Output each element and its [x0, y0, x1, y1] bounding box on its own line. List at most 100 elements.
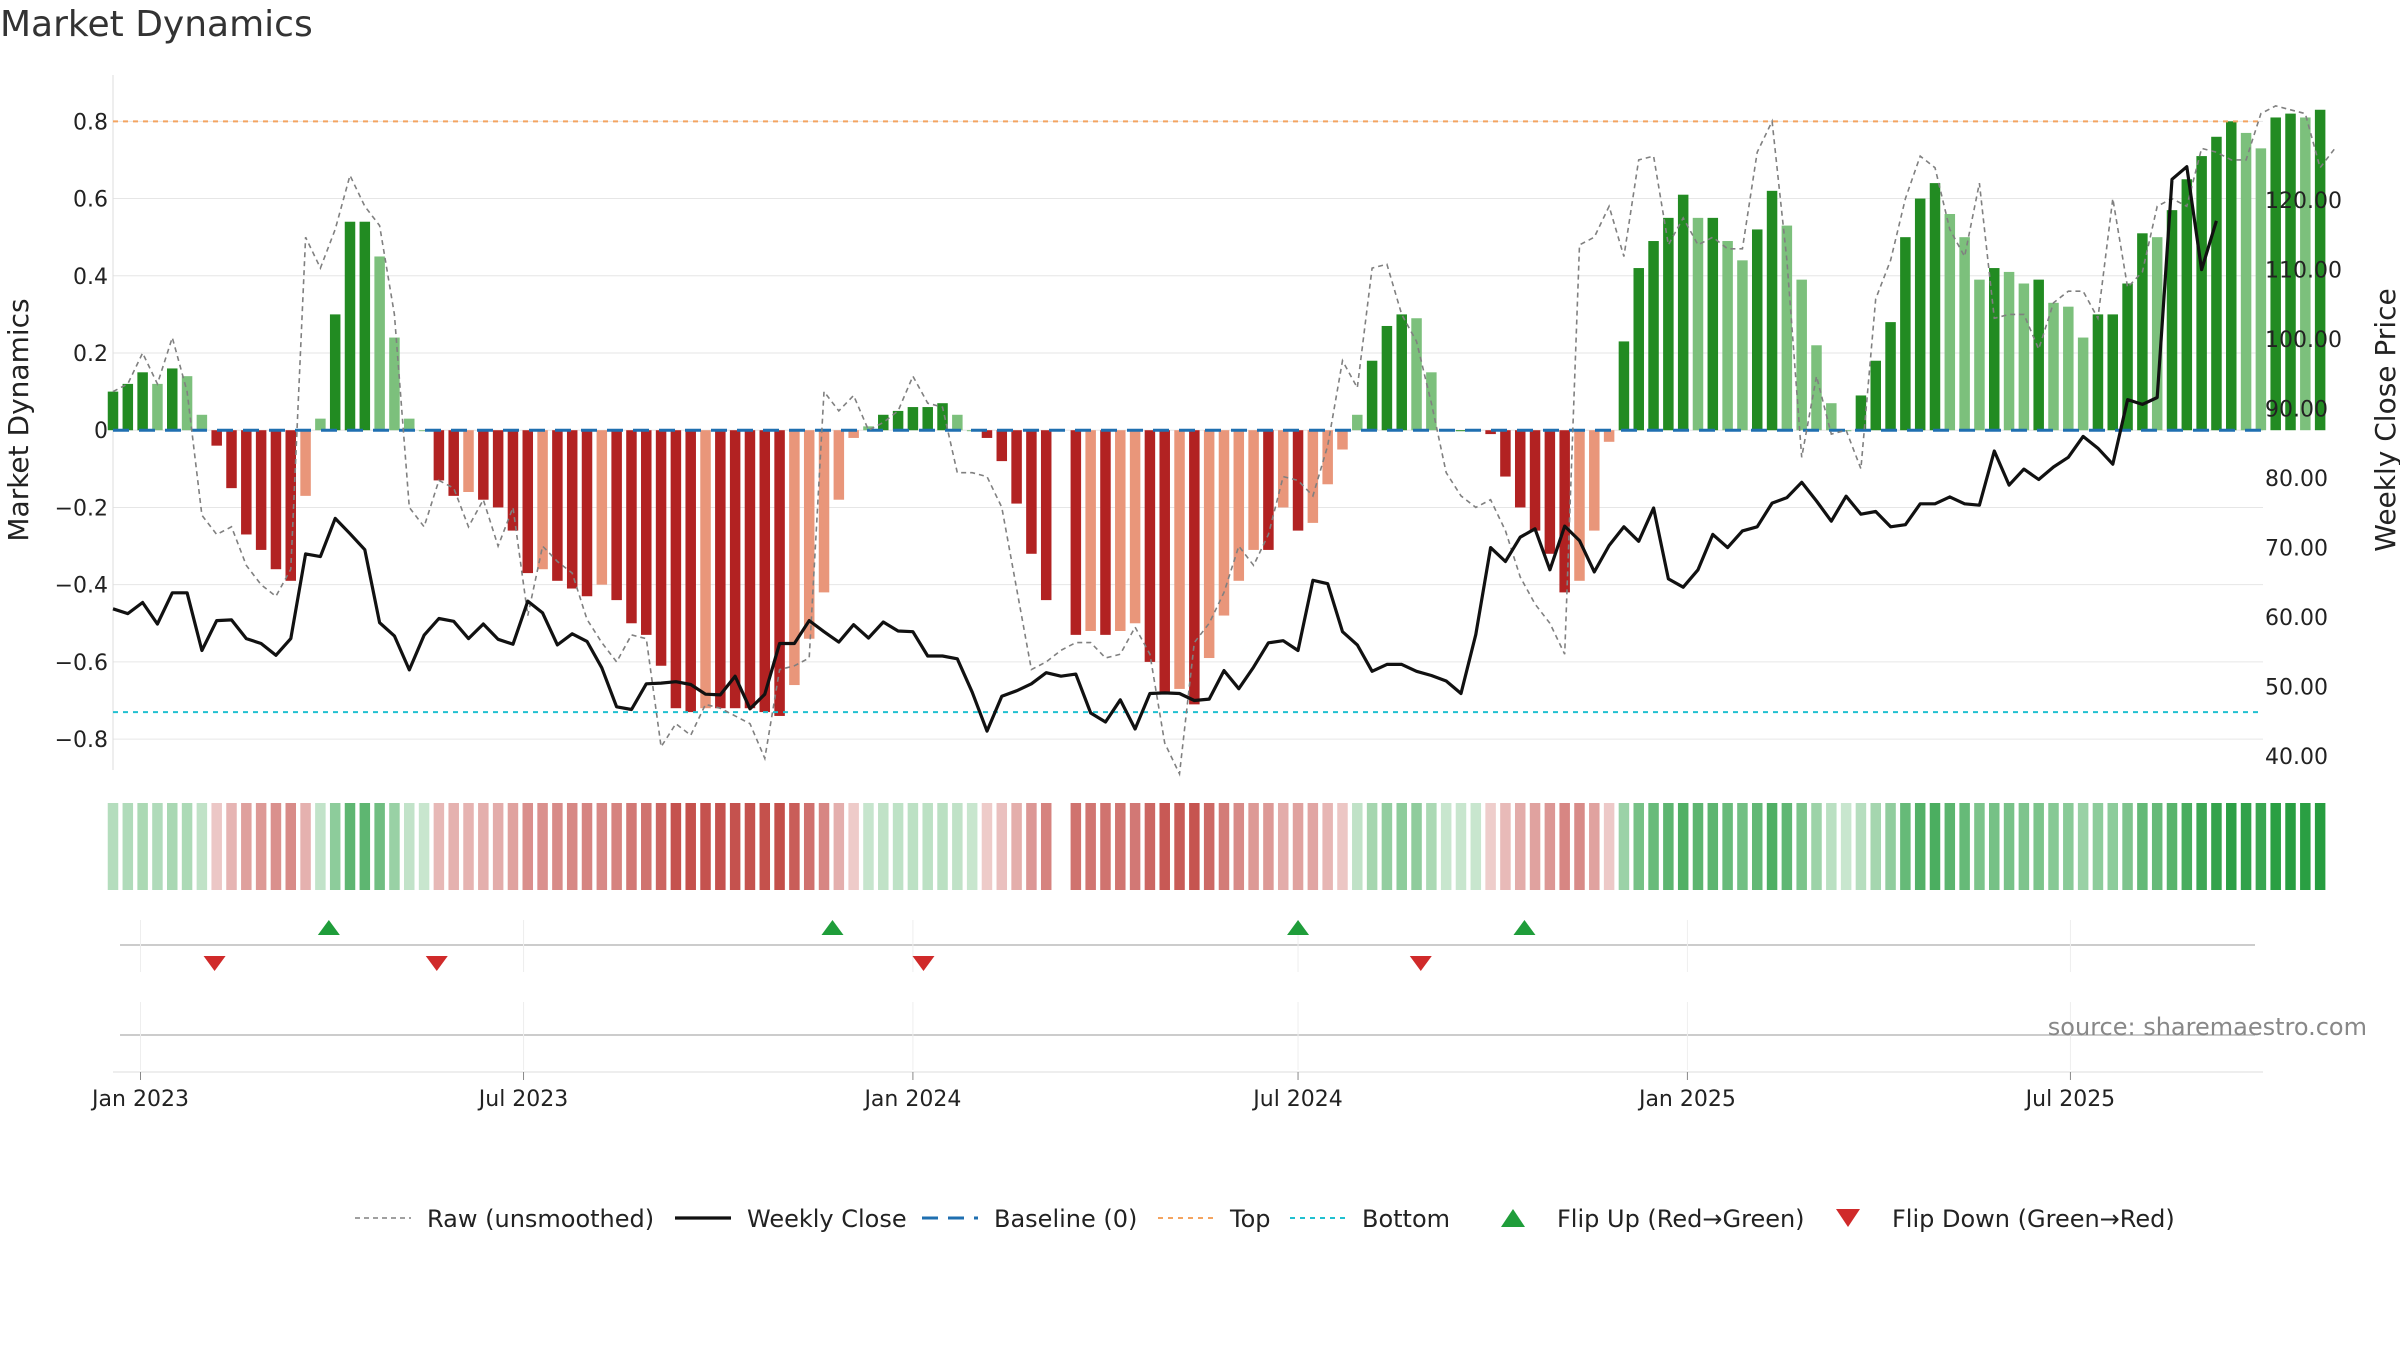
dynamics-bar [300, 430, 311, 496]
dynamics-bar [1707, 217, 1719, 431]
dynamics-bar [1944, 214, 1956, 431]
ribbon-cell [1663, 803, 1674, 890]
dynamics-bar [1203, 430, 1215, 659]
dynamics-bar [1677, 194, 1689, 431]
ribbon-cell [581, 803, 593, 890]
dynamics-bar [2300, 117, 2311, 431]
ribbon-cell [1277, 803, 1289, 890]
dynamics-bar [1929, 183, 1941, 431]
dynamics-bar [1366, 360, 1378, 431]
ribbon-cell [2285, 803, 2296, 890]
flip-up-marker [1287, 920, 1310, 935]
ribbon-cell [1174, 803, 1185, 890]
ribbon-cell [2151, 803, 2163, 890]
ribbon-cell [1248, 803, 1259, 890]
grid-lines [112, 75, 2263, 770]
ribbon-cell [996, 803, 1008, 890]
raw-line [112, 105, 2336, 777]
dynamics-bar [907, 407, 919, 431]
ribbon-cell [1470, 803, 1482, 890]
y2-axis-title: Weekly Close Price [2369, 288, 2400, 551]
dynamics-bar [2255, 148, 2267, 431]
dynamics-bar [1233, 430, 1245, 581]
ribbon-cell [1026, 803, 1037, 890]
dynamics-bar [1115, 430, 1126, 631]
dynamics-bar [759, 430, 771, 713]
ribbon-cell [2063, 803, 2074, 890]
y2-tick-label: 120.00 [2265, 189, 2342, 214]
ribbon-cell [878, 803, 889, 890]
dynamics-bar [226, 430, 237, 489]
legend-swatch-flip-up [1501, 1209, 1525, 1227]
ribbon-cell [892, 803, 904, 890]
dynamics-bar [1144, 430, 1156, 662]
weekly-close-series [112, 165, 2218, 733]
y2-tick-label: 110.00 [2265, 259, 2342, 284]
ribbon-cell [285, 803, 297, 890]
dynamics-bar [1040, 430, 1052, 601]
ribbon-cell [167, 803, 178, 890]
dynamics-bar [2033, 279, 2044, 431]
ribbon-cell [300, 803, 311, 890]
flip-down-marker [1409, 956, 1432, 971]
ribbon-cell [1574, 803, 1585, 890]
dynamics-bar [670, 430, 682, 709]
ribbon-cell [374, 803, 385, 890]
dynamics-bar [1485, 430, 1496, 435]
x-tick-label: Jul 2023 [477, 1087, 569, 1112]
dynamics-bar [2270, 117, 2281, 431]
ribbon-cell [1855, 803, 1867, 890]
ribbon-cell [2166, 803, 2178, 890]
flip-down-marker [912, 956, 935, 971]
ribbon-cell [1396, 803, 1407, 890]
ribbon-cell [922, 803, 933, 890]
ribbon-cell [670, 803, 682, 890]
ribbon-cell [2240, 803, 2252, 890]
dynamics-bar [729, 430, 741, 709]
dynamics-bar [1589, 430, 1600, 531]
ribbon-cell [1115, 803, 1126, 890]
ribbon-cell [1870, 803, 1881, 890]
dynamics-bar [1959, 237, 1970, 431]
dynamics-bar [1603, 430, 1615, 442]
dynamics-bar [1189, 430, 1200, 705]
dynamics-bar [374, 256, 385, 431]
y-tick-label: 0.8 [73, 110, 108, 135]
y2-tick-label: 100.00 [2265, 328, 2342, 353]
dynamics-bar [2122, 283, 2133, 431]
ribbon-cell [359, 803, 371, 890]
ribbon-cell [2048, 803, 2059, 890]
dynamics-bar [2181, 179, 2193, 431]
ribbon-cell [522, 803, 534, 890]
dynamics-bar [1411, 318, 1422, 431]
ribbon-cell [1914, 803, 1926, 890]
legend-label: Top [1229, 1205, 1271, 1233]
dynamics-bar [1159, 430, 1170, 693]
ribbon-cell [2196, 803, 2207, 890]
legend-label: Baseline (0) [994, 1205, 1137, 1233]
ribbon-cell [1766, 803, 1778, 890]
dynamics-bar [448, 430, 459, 496]
ribbon-cell [1485, 803, 1496, 890]
dynamics-bar [1277, 430, 1289, 508]
ribbon-cell [1603, 803, 1615, 890]
ribbon-cell [818, 803, 830, 890]
y-axis-title: Market Dynamics [2, 298, 35, 541]
dynamics-bar [1337, 430, 1348, 450]
dynamics-bar [2314, 109, 2326, 431]
ribbon-cell [107, 803, 119, 890]
dynamics-bar [329, 314, 341, 431]
x-tick-label: Jan 2025 [1637, 1087, 1736, 1112]
flip-up-marker [821, 920, 844, 935]
dynamics-bar [418, 430, 430, 432]
ribbon-cell [211, 803, 222, 890]
dynamics-bar [2226, 121, 2237, 431]
ribbon-cell [1974, 803, 1985, 890]
ribbon-cell [1959, 803, 1970, 890]
dynamics-bar [744, 430, 756, 709]
ribbon-cell [803, 803, 815, 890]
dynamics-bar [507, 430, 519, 531]
dynamics-bar [2137, 233, 2148, 431]
dynamics-bar [255, 430, 267, 550]
dynamics-bar [1070, 430, 1082, 635]
